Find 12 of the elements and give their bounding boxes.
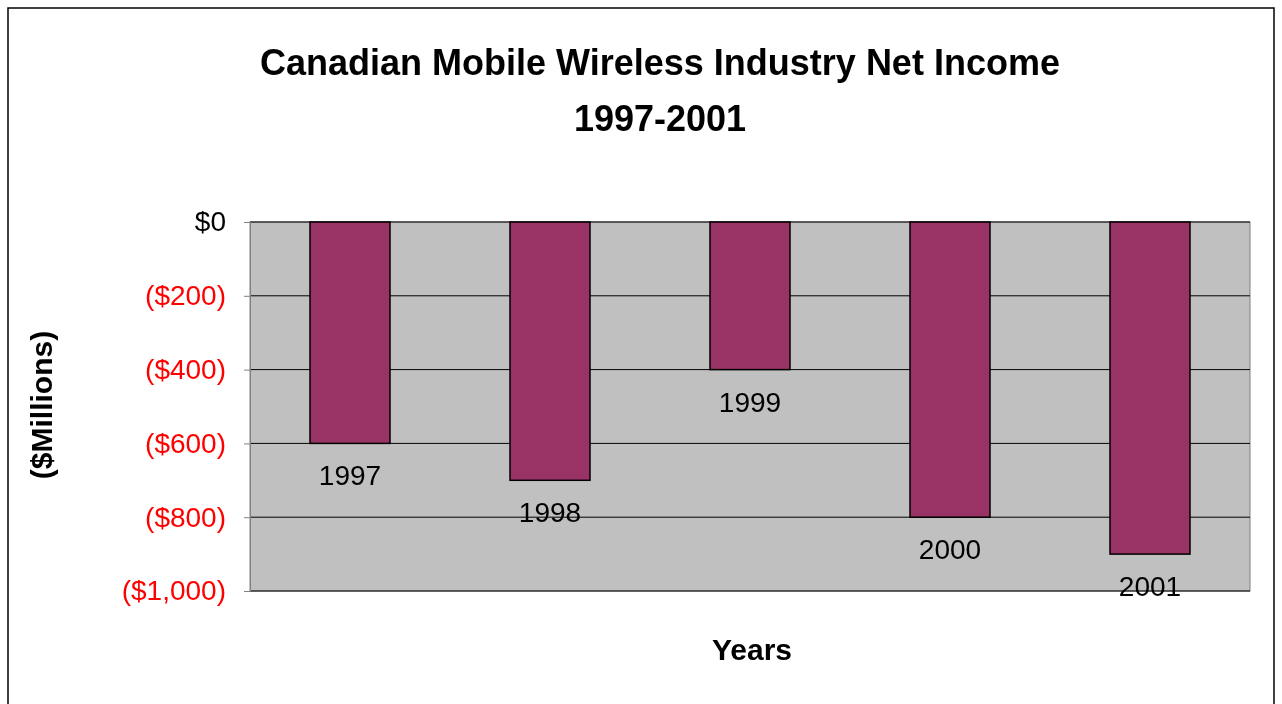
y-tick-label: ($200) — [145, 280, 226, 312]
y-axis-title: ($Millions) — [25, 330, 58, 480]
y-tick-label: ($1,000) — [121, 575, 226, 607]
chart-title: Canadian Mobile Wireless Industry Net Income 1997-2001 — [260, 42, 1060, 139]
y-tick-label: ($800) — [145, 501, 226, 533]
y-tick-label: ($400) — [145, 354, 226, 386]
x-tick-label: 1997 — [318, 460, 382, 492]
x-tick-label: 2000 — [918, 534, 982, 566]
x-axis-title: Years — [711, 633, 793, 666]
y-tick-label: ($600) — [145, 427, 226, 459]
y-tick-label: $0 — [194, 206, 226, 238]
x-tick-label: 1999 — [718, 386, 782, 418]
